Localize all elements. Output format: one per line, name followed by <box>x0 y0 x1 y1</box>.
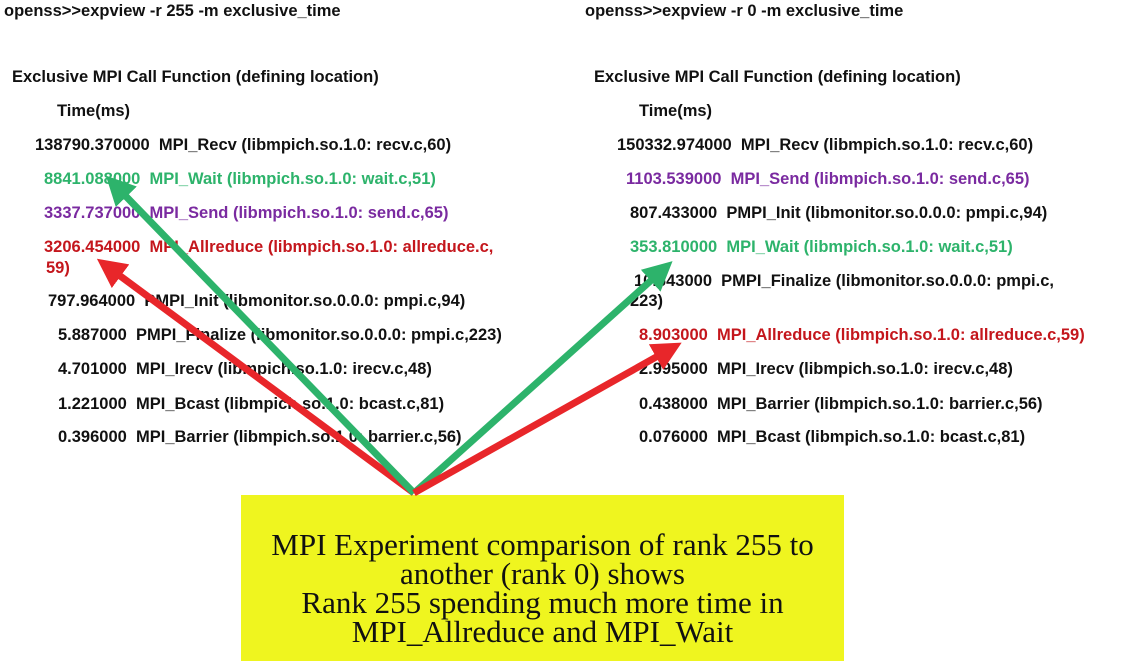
left-row-wait-func: MPI_Wait (libmpich.so.1.0: wait.c,51) <box>149 170 436 188</box>
right-row-irecv-func: MPI_Irecv (libmpich.so.1.0: irecv.c,48) <box>717 360 1013 378</box>
callout-line-3: Rank 255 spending much more time in <box>301 585 784 620</box>
right-header-line1: Exclusive MPI Call Function (defining lo… <box>594 68 961 86</box>
left-row-barrier: 0.396000 MPI_Barrier (libmpich.so.1.0: b… <box>58 427 462 447</box>
right-row-init-func: PMPI_Init (libmonitor.so.0.0.0: pmpi.c,9… <box>726 204 1048 222</box>
right-row-finalize-cont: 223) <box>630 292 664 310</box>
comparison-callout: MPI Experiment comparison of rank 255 to… <box>241 495 844 661</box>
left-row-allreduce-func: MPI_Allreduce (libmpich.so.1.0: allreduc… <box>149 238 494 256</box>
left-row-bcast: 1.221000 MPI_Bcast (libmpich.so.1.0: bca… <box>58 394 444 414</box>
right-row-init-time: 807.433000 <box>630 204 718 222</box>
left-row-send-func: MPI_Send (libmpich.so.1.0: send.c,65) <box>149 204 449 222</box>
right-row-wait-time: 353.810000 <box>630 238 718 256</box>
right-row-allreduce-func: MPI_Allreduce (libmpich.so.1.0: allreduc… <box>717 326 1085 344</box>
left-row-wait-time: 8841.088000 <box>44 170 141 188</box>
left-row-send-time: 3337.737000 <box>44 204 141 222</box>
right-row-finalize-func: PMPI_Finalize (libmonitor.so.0.0.0: pmpi… <box>721 272 1054 290</box>
left-header-line1: Exclusive MPI Call Function (defining lo… <box>12 68 379 86</box>
right-row-wait: 353.810000 MPI_Wait (libmpich.so.1.0: wa… <box>630 237 1013 257</box>
left-row-init-time: 797.964000 <box>48 292 136 310</box>
left-row-recv-func: MPI_Recv (libmpich.so.1.0: recv.c,60) <box>158 136 452 154</box>
right-row-recv-time: 150332.974000 <box>617 136 732 154</box>
right-row-allreduce-time: 8.903000 <box>639 326 708 344</box>
callout-line-4: MPI_Allreduce and MPI_Wait <box>351 614 734 649</box>
right-row-allreduce: 8.903000 MPI_Allreduce (libmpich.so.1.0:… <box>639 325 1085 345</box>
left-row-init: 797.964000 PMPI_Init (libmonitor.so.0.0.… <box>48 291 465 311</box>
left-command: openss>>expview -r 255 -m exclusive_time <box>4 2 341 20</box>
right-header-line2: Time(ms) <box>639 102 713 120</box>
left-row-allreduce: 3206.454000 MPI_Allreduce (libmpich.so.1… <box>44 237 493 257</box>
left-row-barrier-time: 0.396000 <box>58 428 127 446</box>
right-row-bcast-func: MPI_Bcast (libmpich.so.1.0: bcast.c,81) <box>717 428 1026 446</box>
left-row-irecv-time: 4.701000 <box>58 360 127 378</box>
right-row-recv: 150332.974000 MPI_Recv (libmpich.so.1.0:… <box>617 135 1033 155</box>
right-row-finalize-time: 10.643000 <box>634 272 712 290</box>
left-row-finalize-func: PMPI_Finalize (libmonitor.so.0.0.0: pmpi… <box>136 326 502 344</box>
left-row-recv-time: 138790.370000 <box>35 136 150 154</box>
left-row-wait: 8841.088000 MPI_Wait (libmpich.so.1.0: w… <box>44 169 436 189</box>
left-row-allreduce-time: 3206.454000 <box>44 238 141 256</box>
right-row-recv-func: MPI_Recv (libmpich.so.1.0: recv.c,60) <box>740 136 1034 154</box>
right-row-send-time: 1103.539000 <box>626 170 722 188</box>
callout-line-2: another (rank 0) shows <box>400 556 685 591</box>
left-row-allreduce-cont: 59) <box>46 259 70 277</box>
red-arrow-right <box>412 342 682 497</box>
left-row-bcast-time: 1.221000 <box>58 395 127 413</box>
right-row-barrier: 0.438000 MPI_Barrier (libmpich.so.1.0: b… <box>639 394 1043 414</box>
right-row-finalize: 10.643000 PMPI_Finalize (libmonitor.so.0… <box>634 271 1054 291</box>
left-header-line2: Time(ms) <box>57 102 131 120</box>
left-row-irecv: 4.701000 MPI_Irecv (libmpich.so.1.0: ire… <box>58 359 432 379</box>
right-row-bcast-time: 0.076000 <box>639 428 708 446</box>
right-row-irecv-time: 2.995000 <box>639 360 708 378</box>
left-row-recv: 138790.370000 MPI_Recv (libmpich.so.1.0:… <box>35 135 451 155</box>
right-command: openss>>expview -r 0 -m exclusive_time <box>585 2 904 20</box>
right-row-barrier-time: 0.438000 <box>639 395 708 413</box>
callout-line-1: MPI Experiment comparison of rank 255 to <box>271 527 814 562</box>
left-row-init-func: PMPI_Init (libmonitor.so.0.0.0: pmpi.c,9… <box>144 292 466 310</box>
left-row-finalize: 5.887000 PMPI_Finalize (libmonitor.so.0.… <box>58 325 502 345</box>
left-row-irecv-func: MPI_Irecv (libmpich.so.1.0: irecv.c,48) <box>136 360 432 378</box>
right-row-bcast: 0.076000 MPI_Bcast (libmpich.so.1.0: bca… <box>639 427 1025 447</box>
right-row-send-func: MPI_Send (libmpich.so.1.0: send.c,65) <box>730 170 1030 188</box>
right-row-irecv: 2.995000 MPI_Irecv (libmpich.so.1.0: ire… <box>639 359 1013 379</box>
left-row-send: 3337.737000 MPI_Send (libmpich.so.1.0: s… <box>44 203 448 223</box>
right-row-barrier-func: MPI_Barrier (libmpich.so.1.0: barrier.c,… <box>717 395 1043 413</box>
right-row-wait-func: MPI_Wait (libmpich.so.1.0: wait.c,51) <box>726 238 1013 256</box>
right-row-init: 807.433000 PMPI_Init (libmonitor.so.0.0.… <box>630 203 1047 223</box>
left-row-finalize-time: 5.887000 <box>58 326 127 344</box>
left-row-bcast-func: MPI_Bcast (libmpich.so.1.0: bcast.c,81) <box>136 395 445 413</box>
left-row-barrier-func: MPI_Barrier (libmpich.so.1.0: barrier.c,… <box>136 428 462 446</box>
right-row-send: 1103.539000 MPI_Send (libmpich.so.1.0: s… <box>626 169 1030 189</box>
